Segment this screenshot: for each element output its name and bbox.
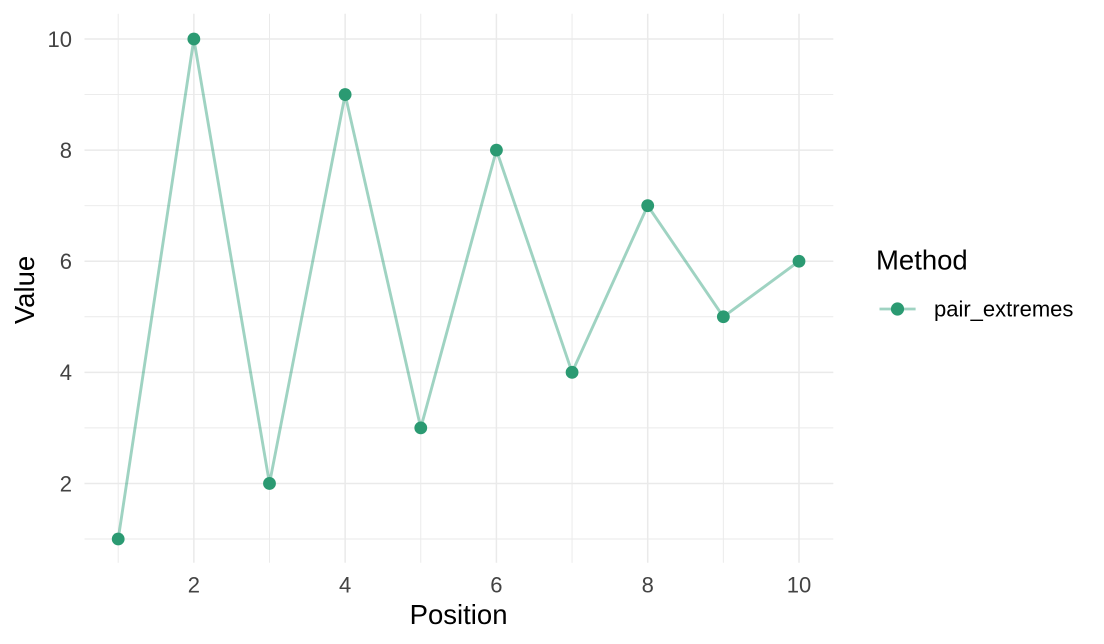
svg-text:4: 4 bbox=[60, 360, 72, 385]
svg-text:10: 10 bbox=[48, 27, 72, 52]
svg-text:8: 8 bbox=[60, 138, 72, 163]
svg-text:4: 4 bbox=[339, 572, 351, 597]
svg-text:pair_extremes: pair_extremes bbox=[934, 297, 1073, 322]
svg-text:2: 2 bbox=[188, 572, 200, 597]
svg-text:Position: Position bbox=[410, 599, 508, 630]
svg-text:6: 6 bbox=[60, 249, 72, 274]
svg-text:2: 2 bbox=[60, 471, 72, 496]
svg-text:6: 6 bbox=[490, 572, 502, 597]
svg-text:Value: Value bbox=[9, 256, 40, 324]
svg-text:Method: Method bbox=[876, 244, 968, 275]
svg-text:8: 8 bbox=[642, 572, 654, 597]
svg-text:10: 10 bbox=[787, 572, 811, 597]
